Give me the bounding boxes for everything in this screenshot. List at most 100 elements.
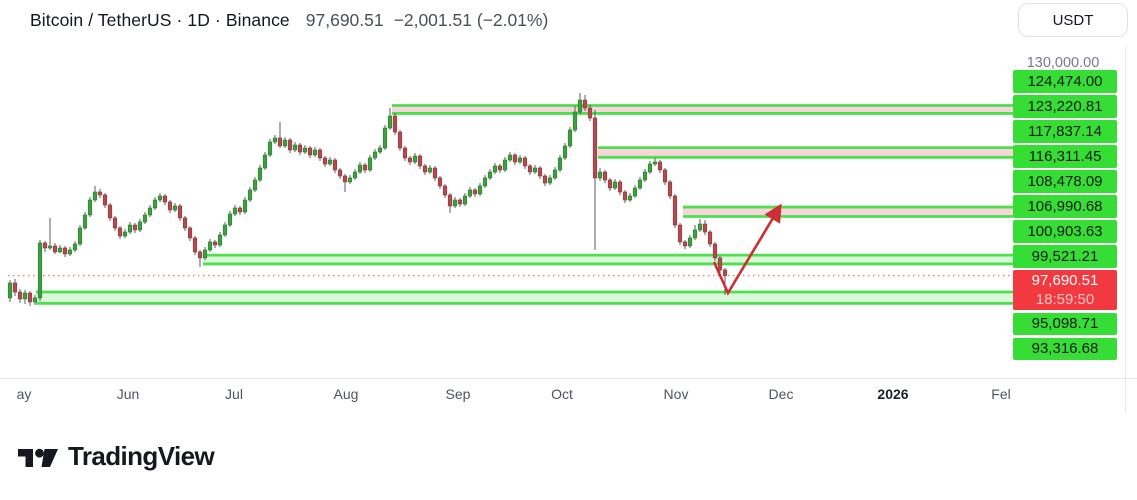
price-badge: 97,690.51 18:59:50 xyxy=(1013,270,1117,310)
candle-down xyxy=(192,237,198,253)
candle-up xyxy=(547,177,553,184)
candle-up xyxy=(47,245,53,249)
candle-up xyxy=(637,179,643,189)
candle-up xyxy=(247,189,253,201)
candle-down xyxy=(62,247,68,255)
candle-down xyxy=(112,217,118,229)
candle-up xyxy=(557,157,563,171)
candle-up xyxy=(467,189,473,197)
candle-up xyxy=(652,161,658,165)
price-change: −2,001.51 (−2.01%) xyxy=(393,10,549,30)
trend-arrow-drawing[interactable] xyxy=(712,203,782,296)
candle-down xyxy=(717,257,723,271)
candle-up xyxy=(202,249,208,259)
candle-down xyxy=(177,205,183,219)
currency-toggle-button[interactable]: USDT xyxy=(1018,3,1128,37)
price-badge: 95,098.71 xyxy=(1013,312,1117,335)
price-badge: 100,903.63 xyxy=(1013,220,1117,243)
candle-up xyxy=(137,221,143,231)
y-axis-top-label: 130,000.00 xyxy=(1026,55,1100,71)
candle-up xyxy=(242,199,248,213)
candle-up xyxy=(77,227,83,245)
candle-up xyxy=(222,224,228,236)
candle-down xyxy=(237,207,243,213)
candle-down xyxy=(702,223,708,233)
candle-up xyxy=(567,129,573,147)
candle-up xyxy=(142,214,148,223)
tradingview-logo[interactable]: TradingView xyxy=(18,441,215,472)
candle-up xyxy=(452,199,458,207)
candle-down xyxy=(402,147,408,159)
candle-down xyxy=(27,292,33,303)
time-axis[interactable]: ay Jun Jul Aug Sep Oct Nov Dec 2026 Fel xyxy=(0,386,1137,404)
candle-up xyxy=(122,231,128,237)
candle-up xyxy=(217,234,223,246)
time-axis-label: Dec xyxy=(768,386,794,402)
candle-up xyxy=(302,147,308,153)
badge-countdown: 18:59:50 xyxy=(1035,291,1095,308)
supply-demand-zone[interactable] xyxy=(203,255,1013,264)
candle-up xyxy=(327,159,333,165)
time-axis-label: Jul xyxy=(225,386,243,402)
candle-up xyxy=(367,157,373,171)
candle-up xyxy=(642,171,648,181)
time-axis-label: ay xyxy=(16,386,32,402)
candle-down xyxy=(662,169,668,183)
price-badge: 93,316.68 xyxy=(1013,337,1117,360)
candle-up xyxy=(502,159,508,171)
candle-up xyxy=(382,127,388,149)
candle-up xyxy=(632,187,638,197)
candle-up xyxy=(372,151,378,159)
candle-down xyxy=(522,157,528,167)
candle-down xyxy=(342,175,348,183)
candle-up xyxy=(647,163,653,173)
price-badge: 123,220.81 xyxy=(1013,95,1117,118)
supply-demand-zone[interactable] xyxy=(392,105,1013,114)
candle-up xyxy=(347,177,353,183)
chart-header: Bitcoin / TetherUS · 1D · Binance 97,690… xyxy=(30,10,548,31)
candle-down xyxy=(672,195,678,226)
tradingview-logo-icon xyxy=(18,448,58,467)
price-axis-badges: 124,474.00 123,220.81 117,837.14 116,311.45… xyxy=(1013,70,1117,363)
candle-down xyxy=(337,169,343,177)
candle-down xyxy=(307,147,313,156)
candle-down xyxy=(537,167,543,177)
price-group: 97,690.51 −2,001.51 (−2.01%) xyxy=(306,10,549,31)
candle-up xyxy=(492,165,498,173)
candle-down xyxy=(287,139,293,151)
candle-down xyxy=(617,181,623,193)
candle-down xyxy=(362,164,368,171)
candle-down xyxy=(432,167,438,179)
candle-up xyxy=(92,191,98,201)
candle-up xyxy=(532,167,538,173)
candle-down xyxy=(117,227,123,237)
candle-down xyxy=(107,204,113,219)
candle-up xyxy=(352,171,358,179)
candle-up xyxy=(32,297,38,303)
candle-down xyxy=(162,195,168,203)
candle-up xyxy=(82,214,88,229)
price-badge: 117,837.14 xyxy=(1013,120,1117,143)
candle-up xyxy=(272,137,278,143)
time-axis-label: Nov xyxy=(663,386,689,402)
candle-down xyxy=(97,191,103,196)
candle-down xyxy=(52,245,58,253)
supply-demand-zone[interactable] xyxy=(598,147,1013,158)
tradingview-logo-text: TradingView xyxy=(68,441,215,471)
supply-demand-zone[interactable] xyxy=(36,291,1013,304)
candle-up xyxy=(152,199,158,209)
candle-up xyxy=(612,181,618,189)
candle-down xyxy=(297,144,303,153)
price-badge: 116,311.45 xyxy=(1013,145,1117,168)
time-axis-label: Fel xyxy=(991,386,1011,402)
supply-demand-zone[interactable] xyxy=(683,207,1013,217)
candle-up xyxy=(562,145,568,159)
candle-up xyxy=(597,171,603,179)
candle-down xyxy=(667,181,673,197)
candle-up xyxy=(507,154,513,161)
candle-up xyxy=(232,207,238,215)
candle-up xyxy=(292,144,298,151)
candle-down xyxy=(322,157,328,165)
candle-down xyxy=(682,241,688,247)
